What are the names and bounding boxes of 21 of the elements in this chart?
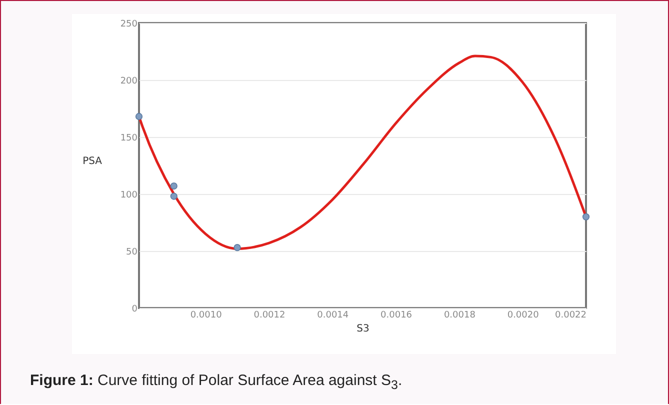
caption: Figure 1: Curve fitting of Polar Surface Area against S$_{3}$. <box>30 372 402 392</box>
y-tick-label: 100 <box>120 190 138 200</box>
point <box>582 213 590 220</box>
x-tick-label: 0.0012 <box>254 310 286 320</box>
point <box>170 192 178 200</box>
y-tick-label: 50 <box>126 248 138 258</box>
y-tick-label: 0 <box>132 304 138 314</box>
point <box>234 244 241 252</box>
x-tick-label: 0.0018 <box>444 310 476 320</box>
x-tick-label: 0.0020 <box>507 310 540 320</box>
point <box>170 182 178 190</box>
y-tick-label: 200 <box>120 76 138 86</box>
x-tick-label: 0.0010 <box>190 310 222 320</box>
y-tick-label: 250 <box>120 20 138 30</box>
x-tick-label: 0.0016 <box>380 310 412 320</box>
x-axis-title: S3 <box>356 324 370 334</box>
x-tick-label: 0.0022 <box>555 310 586 320</box>
y-axis-title: PSA <box>82 156 102 167</box>
x-tick-label: 0.0014 <box>317 310 349 320</box>
y-tick-label: 150 <box>120 134 138 144</box>
point <box>135 112 143 120</box>
